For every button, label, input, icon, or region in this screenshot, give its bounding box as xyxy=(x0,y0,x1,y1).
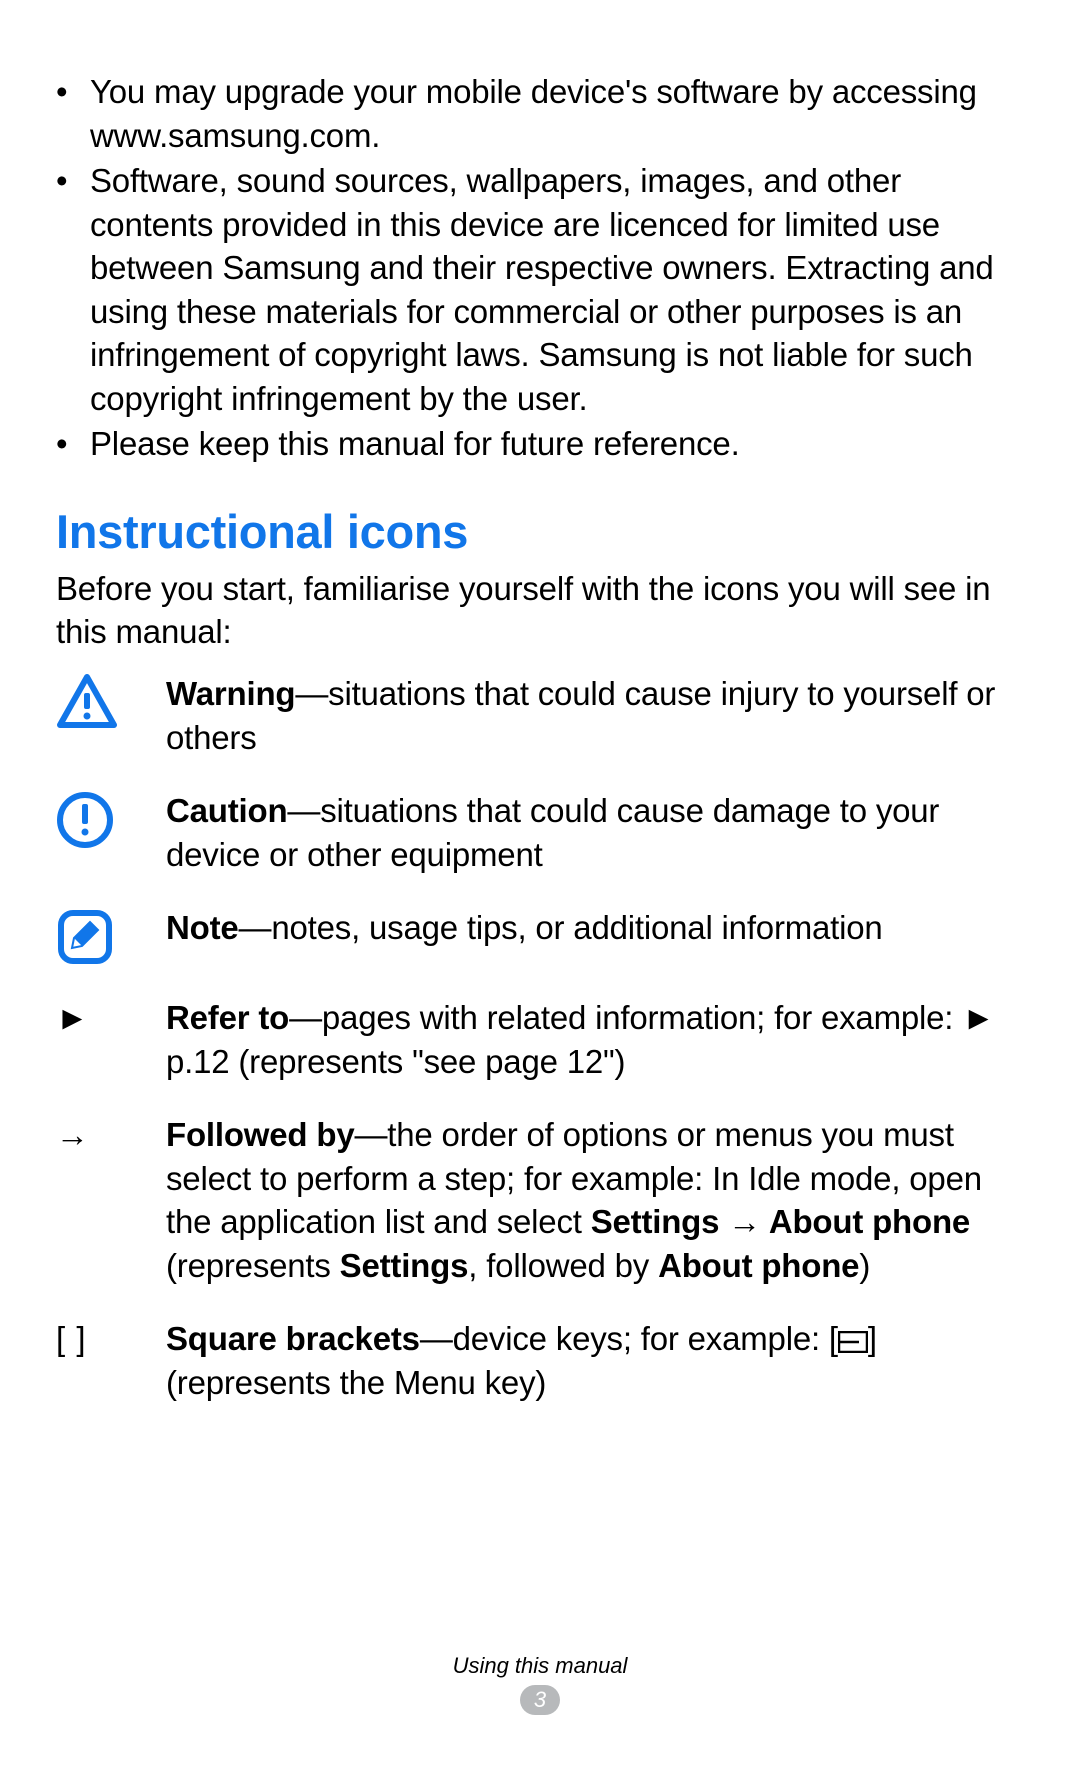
term-desc-4: ) xyxy=(859,1247,870,1284)
term-label: Caution xyxy=(166,792,287,829)
section-heading: Instructional icons xyxy=(56,504,1024,559)
term-desc-before: —device keys; for example: [ xyxy=(420,1320,838,1357)
term-desc-3: , followed by xyxy=(468,1247,658,1284)
term-label: Followed by xyxy=(166,1116,354,1153)
note-description: Note—notes, usage tips, or additional in… xyxy=(166,906,1024,950)
icon-definitions: Warning—situations that could cause inju… xyxy=(56,672,1024,1405)
arrow-text: → xyxy=(719,1203,769,1240)
brackets-symbol: [ ] xyxy=(56,1317,166,1361)
page-number-badge: 3 xyxy=(0,1685,1080,1715)
icon-row-brackets: [ ] Square brackets—device keys; for exa… xyxy=(56,1317,1024,1404)
icon-row-followed: → Followed by—the order of options or me… xyxy=(56,1113,1024,1287)
bullet-text: Software, sound sources, wallpapers, ima… xyxy=(90,159,1024,420)
icon-row-caution: Caution—situations that could cause dama… xyxy=(56,789,1024,876)
section-intro: Before you start, familiarise yourself w… xyxy=(56,567,1024,654)
followed-symbol: → xyxy=(56,1113,166,1157)
bullet-item: • Software, sound sources, wallpapers, i… xyxy=(56,159,1024,420)
bold-settings: Settings xyxy=(591,1203,720,1240)
caution-description: Caution—situations that could cause dama… xyxy=(166,789,1024,876)
page-footer: Using this manual 3 xyxy=(0,1653,1080,1715)
warning-icon xyxy=(56,672,166,730)
icon-row-note: Note—notes, usage tips, or additional in… xyxy=(56,906,1024,966)
followed-description: Followed by—the order of options or menu… xyxy=(166,1113,1024,1287)
refer-example-symbol: ► xyxy=(962,999,994,1036)
bullet-text: Please keep this manual for future refer… xyxy=(90,422,1024,466)
brackets-description: Square brackets—device keys; for example… xyxy=(166,1317,1024,1404)
term-label: Note xyxy=(166,909,239,946)
refer-description: Refer to—pages with related information;… xyxy=(166,996,1024,1083)
bullet-marker: • xyxy=(56,159,90,420)
term-desc-before: —pages with related information; for exa… xyxy=(289,999,962,1036)
bullet-item: • You may upgrade your mobile device's s… xyxy=(56,70,1024,157)
term-label: Refer to xyxy=(166,999,289,1036)
icon-row-warning: Warning—situations that could cause inju… xyxy=(56,672,1024,759)
refer-symbol: ► xyxy=(56,996,166,1040)
term-desc: —notes, usage tips, or additional inform… xyxy=(239,909,883,946)
bold-settings-2: Settings xyxy=(340,1247,469,1284)
note-icon xyxy=(56,906,166,966)
warning-description: Warning—situations that could cause inju… xyxy=(166,672,1024,759)
manual-page: • You may upgrade your mobile device's s… xyxy=(0,0,1080,1771)
page-number: 3 xyxy=(520,1685,560,1715)
bullet-text: You may upgrade your mobile device's sof… xyxy=(90,70,1024,157)
footer-section-name: Using this manual xyxy=(0,1653,1080,1679)
menu-key-icon xyxy=(838,1331,868,1353)
bullet-marker: • xyxy=(56,70,90,157)
term-label: Warning xyxy=(166,675,295,712)
term-desc-after: p.12 (represents "see page 12") xyxy=(166,1043,625,1080)
caution-icon xyxy=(56,789,166,849)
icon-row-refer: ► Refer to—pages with related informatio… xyxy=(56,996,1024,1083)
bold-about-phone-2: About phone xyxy=(658,1247,859,1284)
term-label: Square brackets xyxy=(166,1320,420,1357)
bold-about-phone: About phone xyxy=(769,1203,970,1240)
bullet-marker: • xyxy=(56,422,90,466)
term-desc-2: (represents xyxy=(166,1247,340,1284)
intro-bullet-list: • You may upgrade your mobile device's s… xyxy=(56,70,1024,466)
bullet-item: • Please keep this manual for future ref… xyxy=(56,422,1024,466)
